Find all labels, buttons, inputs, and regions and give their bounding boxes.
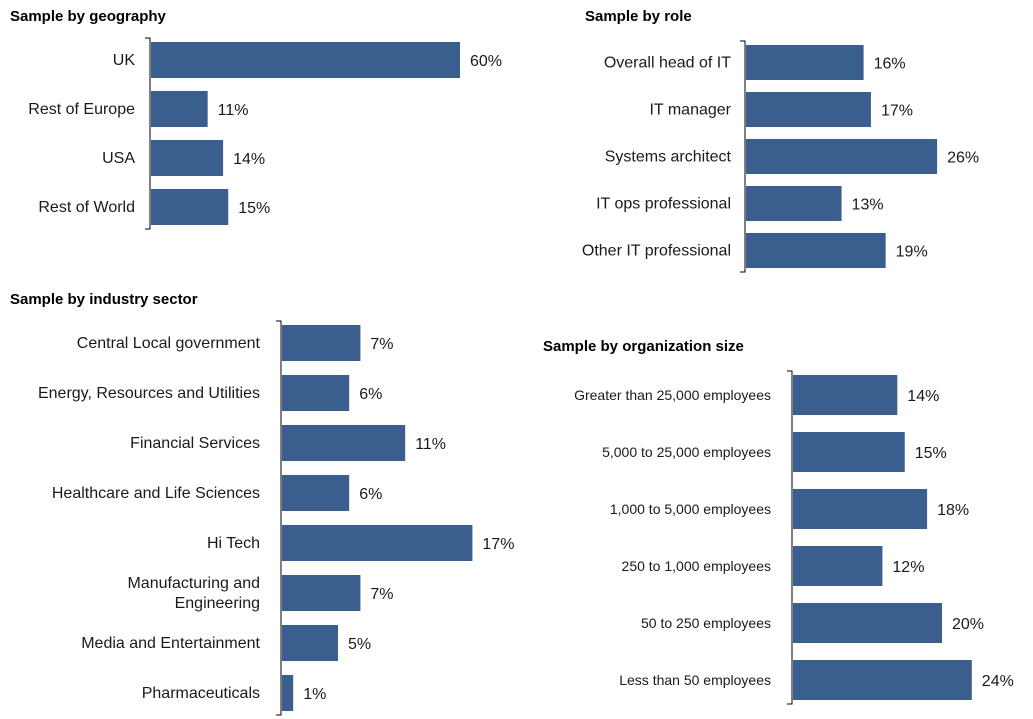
industry-category-label-pharmaceuticals: Pharmaceuticals — [142, 685, 260, 702]
industry-bar-pharmaceuticals — [282, 675, 294, 711]
industry-category-label-manufacturing-and-engineering: Manufacturing and Engineering — [127, 575, 260, 612]
role-bar-systems-architect — [746, 139, 938, 174]
role-category-label-systems-architect: Systems architect — [605, 149, 732, 166]
industry-category-label-energy-resources-and-utilities: Energy, Resources and Utilities — [38, 385, 260, 402]
geography-value-label-rest-of-europe: 11% — [218, 102, 249, 119]
industry-value-label-pharmaceuticals: 1% — [303, 686, 326, 703]
geography-axis — [145, 37, 151, 230]
industry-value-label-manufacturing-and-engineering: 7% — [370, 586, 393, 603]
industry-value-label-energy-resources-and-utilities: 6% — [359, 386, 382, 403]
geography-chart: Sample by geography 60% UK 11% Rest of Euro… — [10, 8, 502, 230]
industry-chart-title: Sample by industry sector — [10, 291, 198, 308]
industry-category-label-central-local-government: Central Local government — [77, 335, 261, 352]
industry-bar-hi-tech — [282, 525, 473, 561]
org-size-category-label-50-to-250-employees: 50 to 250 employees — [641, 615, 771, 631]
org-size-chart: Sample by organization size 14% Greater t… — [543, 338, 1014, 705]
org-size-category-label-250-to-1-000-employees: 250 to 1,000 employees — [622, 558, 771, 574]
geography-value-label-uk: 60% — [470, 53, 502, 70]
org-size-chart-title: Sample by organization size — [543, 338, 744, 355]
industry-bar-central-local-government — [282, 325, 361, 361]
role-bar-overall-head-of-it — [746, 45, 864, 80]
industry-bar-healthcare-and-life-sciences — [282, 475, 350, 511]
industry-category-label-healthcare-and-life-sciences: Healthcare and Life Sciences — [52, 485, 260, 502]
role-bar-it-ops-professional — [746, 186, 842, 221]
industry-value-label-media-and-entertainment: 5% — [348, 636, 371, 653]
org-size-bar-1-000-to-5-000-employees — [793, 489, 928, 529]
role-category-label-overall-head-of-it: Overall head of IT — [604, 55, 731, 72]
org-size-bar-less-than-50-employees — [793, 660, 972, 700]
geography-bar-usa — [151, 140, 224, 176]
role-chart-title: Sample by role — [585, 8, 692, 25]
role-value-label-it-manager: 17% — [881, 103, 913, 120]
industry-chart: Sample by industry sector 7% Central Loca… — [10, 291, 514, 716]
role-category-label-it-ops-professional: IT ops professional — [596, 196, 731, 213]
org-size-value-label-250-to-1-000-employees: 12% — [892, 559, 924, 576]
org-size-category-label-1-000-to-5-000-employees: 1,000 to 5,000 employees — [610, 501, 771, 517]
industry-category-label-media-and-entertainment: Media and Entertainment — [81, 635, 260, 652]
org-size-value-label-greater-than-25-000-employees: 14% — [907, 388, 939, 405]
role-category-label-it-manager: IT manager — [649, 102, 731, 119]
role-value-label-it-ops-professional: 13% — [852, 197, 884, 214]
org-size-axis — [787, 370, 793, 705]
org-size-bar-250-to-1-000-employees — [793, 546, 883, 586]
industry-bar-energy-resources-and-utilities — [282, 375, 350, 411]
org-size-value-label-5-000-to-25-000-employees: 15% — [915, 445, 947, 462]
industry-category-label-financial-services: Financial Services — [130, 435, 260, 452]
industry-value-label-financial-services: 11% — [415, 436, 446, 453]
industry-category-label-hi-tech: Hi Tech — [207, 535, 260, 552]
industry-bar-manufacturing-and-engineering — [282, 575, 361, 611]
geography-category-label-uk: UK — [113, 52, 136, 69]
org-size-value-label-less-than-50-employees: 24% — [982, 673, 1014, 690]
role-category-label-other-it-professional: Other IT professional — [582, 243, 731, 260]
geography-category-label-rest-of-europe: Rest of Europe — [28, 101, 135, 118]
org-size-category-label-greater-than-25-000-employees: Greater than 25,000 employees — [574, 387, 771, 403]
org-size-bar-greater-than-25-000-employees — [793, 375, 898, 415]
geography-category-label-rest-of-world: Rest of World — [38, 199, 135, 216]
geography-bar-uk — [151, 42, 460, 78]
industry-value-label-healthcare-and-life-sciences: 6% — [359, 486, 382, 503]
geography-bar-rest-of-europe — [151, 91, 208, 127]
org-size-value-label-1-000-to-5-000-employees: 18% — [937, 502, 969, 519]
geography-value-label-usa: 14% — [233, 151, 265, 168]
org-size-category-label-5-000-to-25-000-employees: 5,000 to 25,000 employees — [602, 444, 771, 460]
org-size-bar-5-000-to-25-000-employees — [793, 432, 905, 472]
role-value-label-overall-head-of-it: 16% — [874, 56, 906, 73]
org-size-value-label-50-to-250-employees: 20% — [952, 616, 984, 633]
org-size-category-label-less-than-50-employees: Less than 50 employees — [619, 672, 771, 688]
industry-value-label-hi-tech: 17% — [482, 536, 514, 553]
industry-bar-media-and-entertainment — [282, 625, 338, 661]
geography-value-label-rest-of-world: 15% — [238, 200, 270, 217]
role-axis — [740, 40, 746, 273]
role-chart: Sample by role 16% Overall head of IT 17% I… — [582, 8, 979, 273]
role-value-label-other-it-professional: 19% — [896, 244, 928, 261]
role-value-label-systems-architect: 26% — [947, 150, 979, 167]
industry-bar-financial-services — [282, 425, 406, 461]
industry-axis — [276, 320, 282, 716]
role-bar-it-manager — [746, 92, 871, 127]
geography-chart-title: Sample by geography — [10, 8, 167, 25]
geography-bar-rest-of-world — [151, 189, 229, 225]
org-size-bar-50-to-250-employees — [793, 603, 942, 643]
role-bar-other-it-professional — [746, 233, 886, 268]
industry-value-label-central-local-government: 7% — [370, 336, 393, 353]
geography-category-label-usa: USA — [102, 150, 135, 167]
